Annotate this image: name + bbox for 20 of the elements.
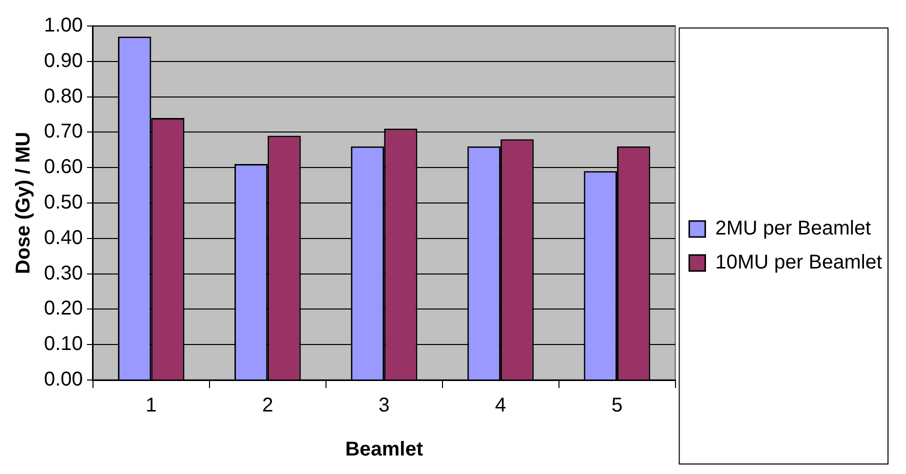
y-tick-label: 0.40 <box>44 226 83 249</box>
y-tick-label: 0.80 <box>44 85 83 108</box>
y-tick-label: 0.30 <box>44 262 83 284</box>
x-tick-label: 2 <box>262 394 274 417</box>
y-tick-label: 0.90 <box>44 50 83 72</box>
x-tick-label: 5 <box>611 394 623 417</box>
y-axis-title: Dose (Gy) / MU <box>12 132 35 274</box>
x-tick-label: 4 <box>495 394 506 417</box>
y-tick-label: 0.50 <box>44 192 83 214</box>
y-tick-label: 0.00 <box>44 368 83 391</box>
legend-label: 10MU per Beamlet <box>715 252 882 274</box>
x-tick-label: 1 <box>146 394 157 417</box>
y-tick-label: 0.60 <box>44 156 83 178</box>
x-axis-title: Beamlet <box>345 438 424 461</box>
x-tick-label: 3 <box>378 394 390 417</box>
y-tick-label: 0.10 <box>44 333 83 356</box>
y-tick-label: 0.20 <box>44 298 83 320</box>
legend-label: 2MU per Beamlet <box>715 218 872 240</box>
y-tick-label: 0.70 <box>44 120 83 143</box>
y-tick-label: 1.00 <box>44 14 83 37</box>
